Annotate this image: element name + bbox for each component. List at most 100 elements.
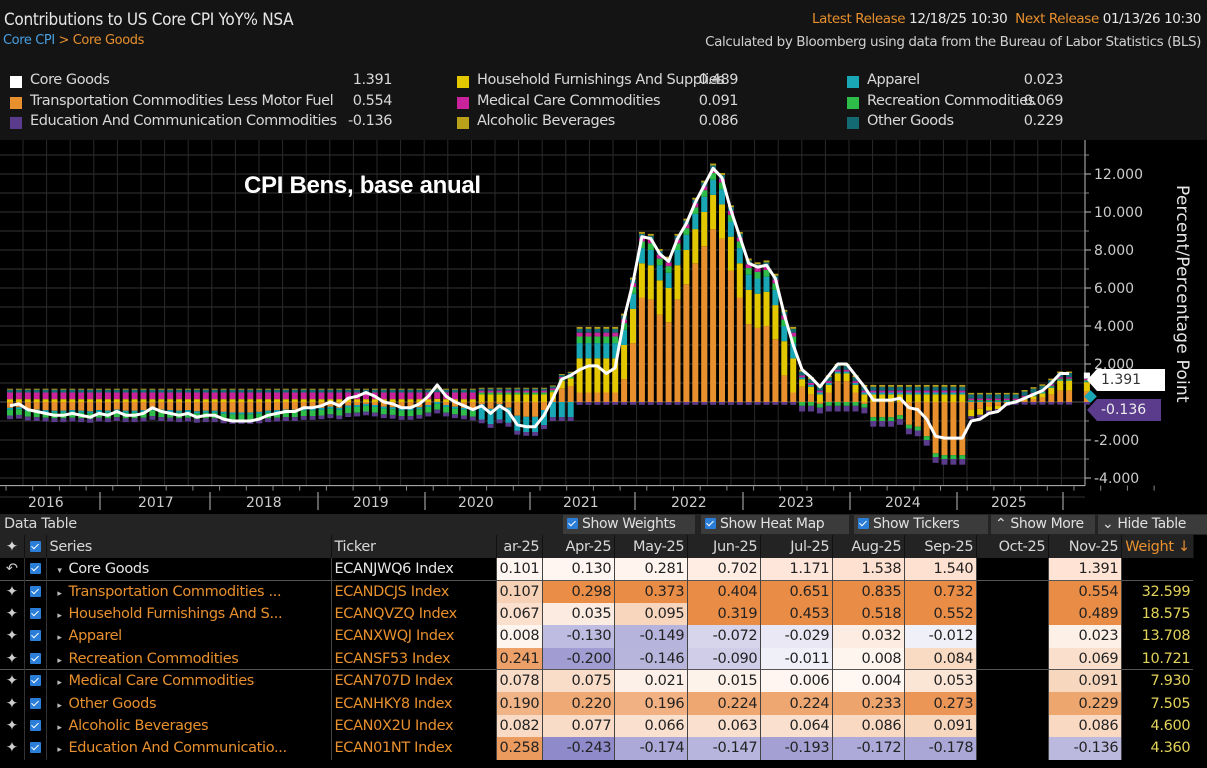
bar-segment (638, 263, 645, 298)
column-header-month[interactable]: Jul-25 (760, 535, 834, 558)
bar-segment (256, 399, 263, 402)
bar-segment (986, 402, 992, 407)
bar-segment (238, 412, 245, 415)
value-cell: 0.067 (496, 602, 544, 626)
row-action[interactable]: ✦ (0, 669, 25, 693)
column-header-month[interactable]: Apr-25 (542, 535, 616, 558)
expand-right-icon[interactable]: ▸ (57, 655, 62, 666)
hide-table-button[interactable]: ⌄ Hide Table (1098, 515, 1207, 534)
table-row[interactable]: ✦ ▸ Household Furnishings And S... ECANQVZQ… (0, 602, 1194, 626)
row-checkbox[interactable] (24, 579, 47, 603)
value-cell: 0.091 (904, 714, 978, 738)
page-title: Contributions to US Core CPI YoY% NSA (4, 10, 294, 30)
row-checkbox[interactable] (24, 737, 47, 760)
bar-segment (149, 399, 156, 402)
row-action[interactable]: ✦ (0, 602, 25, 626)
expand-right-icon[interactable]: ▸ (57, 745, 62, 756)
crosshair-icon[interactable]: ✦ (5, 583, 18, 600)
table-row[interactable]: ✦ ▸ Education And Communicatio... ECAN01NT … (0, 737, 1194, 760)
bar-segment (505, 387, 512, 389)
crosshair-icon[interactable]: ✦ (5, 628, 18, 645)
series-name-cell[interactable]: ▸ Household Furnishings And S... (46, 602, 332, 626)
table-row[interactable]: ✦ ▸ Medical Care Commodities ECAN707D Index… (0, 669, 1194, 693)
expand-right-icon[interactable]: ▸ (57, 633, 62, 644)
show-more-button[interactable]: ⌃ Show More (991, 515, 1095, 534)
bar-segment (69, 392, 76, 400)
series-name-cell[interactable]: ▸ Recreation Commodities (46, 647, 332, 670)
bar-segment (594, 392, 601, 402)
bar-segment (692, 207, 699, 214)
series-name-cell[interactable]: ▸ Education And Communicatio... (46, 737, 332, 760)
expand-right-icon[interactable]: ▸ (57, 700, 62, 711)
bar-segment (434, 388, 441, 390)
bar-segment (336, 392, 343, 400)
select-all-checkbox[interactable] (24, 535, 47, 558)
column-header-month[interactable]: Sep-25 (904, 535, 978, 558)
value-cell: 0.077 (542, 714, 616, 738)
expand-right-icon[interactable]: ▸ (57, 722, 62, 733)
row-action[interactable]: ✦ (0, 692, 25, 715)
column-header-month[interactable]: Oct-25 (976, 535, 1050, 558)
row-checkbox[interactable] (24, 692, 47, 715)
expand-right-icon[interactable]: ▸ (57, 678, 62, 689)
column-header-ticker[interactable]: Ticker (331, 535, 497, 558)
bar-segment (897, 384, 903, 387)
crosshair-icon[interactable]: ✦ (5, 695, 18, 712)
row-action[interactable]: ✦ (0, 737, 25, 760)
value-cell: 0.732 (904, 579, 978, 603)
row-checkbox[interactable] (24, 558, 47, 581)
row-checkbox[interactable] (24, 714, 47, 738)
table-row[interactable]: ✦ ▸ Alcoholic Beverages ECAN0X2U Index 0.082… (0, 714, 1194, 738)
show-tickers-toggle[interactable]: Show Tickers (854, 515, 988, 534)
show-weights-toggle[interactable]: Show Weights (563, 515, 695, 534)
column-header-weight[interactable]: Weight ↓ (1121, 535, 1194, 558)
bar-segment (1012, 398, 1019, 401)
column-header-month[interactable]: ar-25 (496, 535, 544, 558)
row-checkbox[interactable] (24, 669, 47, 693)
crosshair-icon[interactable]: ✦ (5, 605, 18, 622)
column-header-month[interactable]: Nov-25 (1048, 535, 1123, 558)
row-action[interactable]: ✦ (0, 579, 25, 603)
bar-segment (959, 390, 966, 393)
column-header-month[interactable]: Aug-25 (832, 535, 906, 558)
table-row[interactable]: ✦ ▸ Apparel ECANXWQJ Index 0.008 -0.130 -0.149… (0, 625, 1194, 648)
crosshair-icon[interactable]: ✦ (5, 717, 18, 734)
row-action[interactable]: ✦ (0, 714, 25, 738)
row-checkbox[interactable] (24, 647, 47, 670)
breadcrumb-core-cpi[interactable]: Core CPI (3, 33, 55, 48)
series-name-cell[interactable]: ▸ Alcoholic Beverages (46, 714, 332, 738)
value-cell: 0.190 (496, 692, 544, 715)
row-action[interactable]: ✦ (0, 647, 25, 670)
series-name-cell[interactable]: ▾ Core Goods (46, 558, 332, 581)
expand-down-icon[interactable]: ▾ (57, 565, 62, 576)
crosshair-icon[interactable]: ✦ (0, 535, 25, 558)
row-checkbox[interactable] (24, 602, 47, 626)
bar-segment (1057, 373, 1064, 378)
crosshair-icon[interactable]: ✦ (5, 650, 18, 667)
row-checkbox[interactable] (24, 625, 47, 648)
show-heat-map-toggle[interactable]: Show Heat Map (701, 515, 849, 534)
crosshair-icon[interactable]: ✦ (5, 740, 18, 757)
undo-icon[interactable]: ↶ (5, 560, 18, 577)
table-row[interactable]: ✦ ▸ Transportation Commodities ... ECANDCJS… (0, 579, 1194, 603)
legend-swatch-icon (10, 96, 22, 109)
expand-right-icon[interactable]: ▸ (57, 588, 62, 599)
column-header-series[interactable]: Series (46, 535, 332, 558)
table-row[interactable]: ✦ ▸ Recreation Commodities ECANSF53 Index 0.… (0, 647, 1194, 670)
column-header-month[interactable]: May-25 (614, 535, 689, 558)
table-row[interactable]: ↶ ▾ Core Goods ECANJWQ6 Index 0.101 0.130 0.28… (0, 558, 1194, 581)
bar-segment (683, 220, 690, 225)
column-header-month[interactable]: Jun-25 (687, 535, 762, 558)
expand-right-icon[interactable]: ▸ (57, 610, 62, 621)
crosshair-icon[interactable]: ✦ (5, 673, 18, 690)
series-name-cell[interactable]: ▸ Transportation Commodities ... (46, 579, 332, 603)
bar-segment (852, 402, 859, 406)
table-row[interactable]: ✦ ▸ Other Goods ECANHKY8 Index 0.190 0.220 0.1… (0, 692, 1194, 715)
series-name-cell[interactable]: ▸ Other Goods (46, 692, 332, 715)
bar-segment (15, 414, 22, 419)
series-name-cell[interactable]: ▸ Medical Care Commodities (46, 669, 332, 693)
series-name-cell[interactable]: ▸ Apparel (46, 625, 332, 648)
bar-segment (549, 385, 556, 387)
row-action[interactable]: ✦ (0, 625, 25, 648)
row-action[interactable]: ↶ (0, 558, 25, 581)
